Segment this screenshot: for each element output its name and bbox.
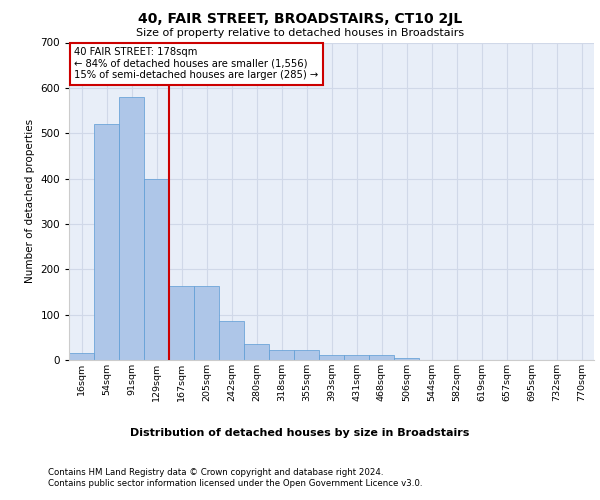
Bar <box>394 358 419 360</box>
Bar <box>69 353 94 360</box>
Bar <box>269 350 294 360</box>
Bar <box>294 350 319 360</box>
Bar <box>119 97 144 360</box>
Text: Contains HM Land Registry data © Crown copyright and database right 2024.
Contai: Contains HM Land Registry data © Crown c… <box>48 468 422 487</box>
Text: 40 FAIR STREET: 178sqm
← 84% of detached houses are smaller (1,556)
15% of semi-: 40 FAIR STREET: 178sqm ← 84% of detached… <box>74 48 319 80</box>
Bar <box>319 356 344 360</box>
Y-axis label: Number of detached properties: Number of detached properties <box>25 119 35 284</box>
Text: Distribution of detached houses by size in Broadstairs: Distribution of detached houses by size … <box>130 428 470 438</box>
Text: 40, FAIR STREET, BROADSTAIRS, CT10 2JL: 40, FAIR STREET, BROADSTAIRS, CT10 2JL <box>138 12 462 26</box>
Text: Size of property relative to detached houses in Broadstairs: Size of property relative to detached ho… <box>136 28 464 38</box>
Bar <box>194 286 219 360</box>
Bar <box>369 354 394 360</box>
Bar <box>169 286 194 360</box>
Bar <box>144 178 169 360</box>
Bar <box>344 354 369 360</box>
Bar <box>94 124 119 360</box>
Bar <box>244 344 269 360</box>
Bar <box>219 322 244 360</box>
